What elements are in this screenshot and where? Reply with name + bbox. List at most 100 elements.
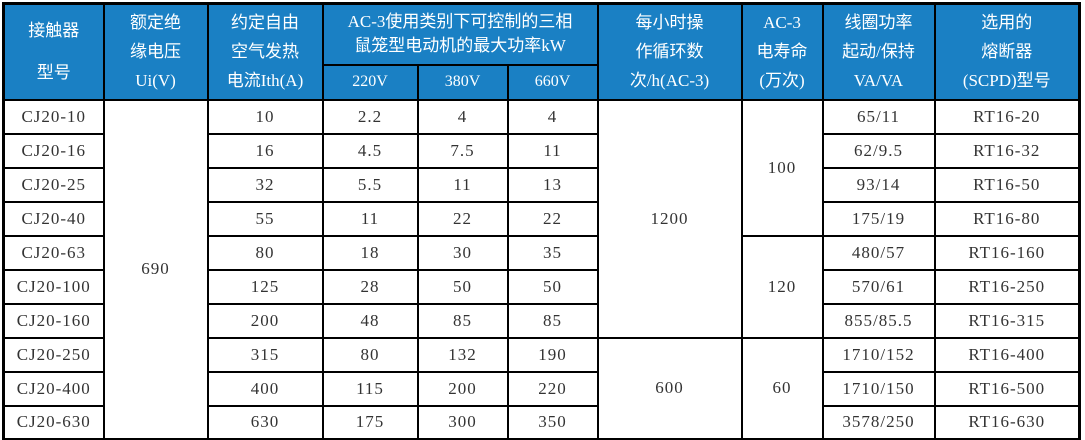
cell-ith: 630 [206, 404, 324, 440]
cell-kw-380v: 11 [416, 166, 509, 203]
cell-fuse: RT16-50 [933, 166, 1081, 203]
cell-ith: 55 [206, 200, 324, 237]
cell-model: CJ20-400 [2, 370, 105, 407]
cell-coil-power: 1710/150 [821, 370, 936, 407]
cell-fuse: RT16-250 [933, 268, 1081, 305]
cell-kw-660v: 13 [506, 166, 599, 203]
header-fuse-type: 选用的 熔断器 (SCPD)型号 [933, 2, 1081, 101]
cell-coil-power: 855/85.5 [821, 302, 936, 339]
header-coil-power: 线圈功率 起动/保持 VA/VA [821, 2, 936, 101]
cell-kw-380v: 22 [416, 200, 509, 237]
cell-model: CJ20-63 [2, 234, 105, 271]
header-row-1: 接触器 型号 额定绝 缘电压 Ui(V) 约定自由 空气发热 电流Ith(A) … [2, 2, 1081, 101]
cell-kw-380v: 7.5 [416, 132, 509, 169]
cell-electrical-life: 120 [740, 234, 824, 339]
table-header: 接触器 型号 额定绝 缘电压 Ui(V) 约定自由 空气发热 电流Ith(A) … [2, 2, 1081, 101]
cell-kw-220v: 115 [321, 370, 419, 407]
cell-model: CJ20-40 [2, 200, 105, 237]
cell-model: CJ20-630 [2, 404, 105, 440]
cell-kw-220v: 4.5 [321, 132, 419, 169]
cell-ith: 200 [206, 302, 324, 339]
cell-ith: 10 [206, 98, 324, 135]
cell-fuse: RT16-160 [933, 234, 1081, 271]
cell-insulation-voltage: 690 [102, 98, 209, 440]
cell-model: CJ20-250 [2, 336, 105, 373]
cell-model: CJ20-25 [2, 166, 105, 203]
header-cycles-per-hour: 每小时操 作循环数 次/h(AC-3) [596, 2, 743, 101]
cell-fuse: RT16-32 [933, 132, 1081, 169]
cell-ith: 315 [206, 336, 324, 373]
cell-kw-220v: 80 [321, 336, 419, 373]
header-660v: 660V [506, 63, 599, 101]
cell-kw-220v: 175 [321, 404, 419, 440]
cell-kw-220v: 48 [321, 302, 419, 339]
cell-kw-660v: 85 [506, 302, 599, 339]
cell-kw-660v: 11 [506, 132, 599, 169]
header-row-2: 220V 380V 660V [4, 63, 1080, 101]
header-rated-insulation-voltage: 额定绝 缘电压 Ui(V) [102, 2, 209, 101]
cell-coil-power: 3578/250 [821, 404, 936, 440]
cell-kw-380v: 50 [416, 268, 509, 305]
cell-kw-220v: 11 [321, 200, 419, 237]
header-electrical-life: AC-3 电寿命 (万次) [740, 2, 824, 101]
cell-kw-660v: 190 [506, 336, 599, 373]
cell-electrical-life: 100 [740, 98, 824, 237]
table-row: CJ20-10 690 10 2.2 4 4 1200 100 65/11 RT… [2, 98, 1081, 440]
cell-coil-power: 175/19 [821, 200, 936, 237]
table-row: CJ20-40 55 11 22 22 175/19 RT16-80 [2, 200, 1081, 237]
cell-kw-380v: 300 [416, 404, 509, 440]
cell-fuse: RT16-630 [933, 404, 1081, 440]
cell-kw-220v: 5.5 [321, 166, 419, 203]
cell-cycles-per-hour: 1200 [596, 98, 743, 339]
header-thermal-current: 约定自由 空气发热 电流Ith(A) [206, 2, 324, 101]
cell-ith: 400 [206, 370, 324, 407]
cell-kw-660v: 50 [506, 268, 599, 305]
cell-fuse: RT16-315 [933, 302, 1081, 339]
cell-kw-380v: 85 [416, 302, 509, 339]
header-max-power-group: AC-3使用类别下可控制的三相 鼠笼型电动机的最大功率kW [321, 2, 599, 66]
cell-kw-380v: 4 [416, 98, 509, 135]
cell-kw-660v: 220 [506, 370, 599, 407]
table-row: CJ20-100 125 28 50 50 570/61 RT16-250 [2, 268, 1081, 305]
table-row: CJ20-400 400 115 200 220 1710/150 RT16-5… [2, 370, 1081, 407]
cell-kw-660v: 35 [506, 234, 599, 271]
cell-ith: 80 [206, 234, 324, 271]
header-contactor-model: 接触器 型号 [2, 2, 105, 101]
cell-fuse: RT16-400 [933, 336, 1081, 373]
cell-kw-380v: 30 [416, 234, 509, 271]
table-row: CJ20-630 630 175 300 350 3578/250 RT16-6… [2, 404, 1081, 440]
table-row: CJ20-160 200 48 85 85 855/85.5 RT16-315 [2, 302, 1081, 339]
cell-coil-power: 570/61 [821, 268, 936, 305]
cell-coil-power: 62/9.5 [821, 132, 936, 169]
cell-electrical-life: 60 [740, 336, 824, 440]
cell-kw-660v: 22 [506, 200, 599, 237]
cell-fuse: RT16-80 [933, 200, 1081, 237]
cell-fuse: RT16-500 [933, 370, 1081, 407]
cell-ith: 32 [206, 166, 324, 203]
table-row: CJ20-63 80 18 30 35 120 480/57 RT16-160 [2, 234, 1081, 339]
cell-kw-220v: 2.2 [321, 98, 419, 135]
cell-coil-power: 1710/152 [821, 336, 936, 373]
cell-kw-660v: 350 [506, 404, 599, 440]
cell-cycles-per-hour: 600 [596, 336, 743, 440]
table-body: CJ20-10 690 10 2.2 4 4 1200 100 65/11 RT… [2, 98, 1081, 440]
table-row: CJ20-250 315 80 132 190 600 60 1710/152 … [2, 336, 1081, 440]
cell-kw-220v: 28 [321, 268, 419, 305]
cell-model: CJ20-160 [2, 302, 105, 339]
cell-ith: 125 [206, 268, 324, 305]
cell-kw-380v: 200 [416, 370, 509, 407]
cell-kw-660v: 4 [506, 98, 599, 135]
cell-coil-power: 480/57 [821, 234, 936, 271]
table-row: CJ20-25 32 5.5 11 13 93/14 RT16-50 [2, 166, 1081, 203]
cell-fuse: RT16-20 [933, 98, 1081, 135]
header-220v: 220V [321, 63, 419, 101]
table-row: CJ20-16 16 4.5 7.5 11 62/9.5 RT16-32 [2, 132, 1081, 169]
cell-model: CJ20-100 [2, 268, 105, 305]
cell-ith: 16 [206, 132, 324, 169]
cell-coil-power: 93/14 [821, 166, 936, 203]
cell-kw-380v: 132 [416, 336, 509, 373]
cell-model: CJ20-10 [2, 98, 105, 135]
cell-coil-power: 65/11 [821, 98, 936, 135]
cell-model: CJ20-16 [2, 132, 105, 169]
